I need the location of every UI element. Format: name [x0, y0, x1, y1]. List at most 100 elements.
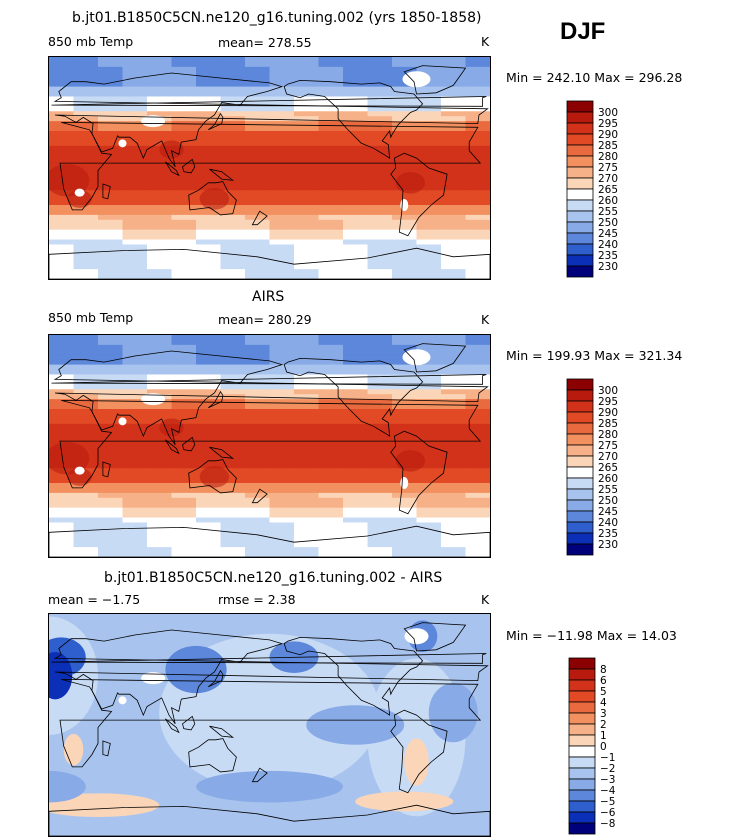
map-cell	[269, 478, 295, 484]
map-cell	[392, 537, 417, 543]
map-cell	[49, 234, 74, 241]
map-cell	[441, 190, 466, 196]
map-cell	[367, 404, 393, 410]
map-cell	[367, 339, 393, 346]
map-cell	[294, 354, 319, 361]
map-cell	[147, 76, 172, 83]
map-cell	[196, 170, 221, 176]
map-cell	[171, 195, 197, 201]
map-cell	[367, 443, 393, 449]
map-cell	[416, 428, 442, 435]
map-cell	[196, 502, 221, 509]
map-cell	[441, 339, 466, 346]
map-cell	[49, 399, 74, 405]
map-cell	[245, 522, 270, 528]
map-cell	[220, 374, 246, 380]
map-cell	[98, 364, 123, 371]
map-cell	[245, 111, 270, 117]
map-cell	[196, 140, 221, 147]
map-cell	[367, 497, 393, 504]
map-cell	[318, 190, 344, 196]
map-cell	[343, 384, 368, 390]
map-cell	[122, 190, 148, 196]
map-cell	[49, 512, 74, 519]
map-cell	[73, 369, 99, 375]
map-cell	[367, 150, 393, 157]
map-missing-patch	[402, 349, 431, 366]
map-cell	[392, 96, 417, 102]
map-cell	[318, 384, 344, 390]
map-missing-patch	[400, 199, 409, 211]
map-cell	[245, 244, 270, 250]
map-cell	[171, 413, 197, 420]
map-cell	[367, 195, 393, 201]
map-cell	[220, 527, 246, 533]
map-cell	[171, 369, 197, 375]
map-cell	[98, 200, 123, 206]
map-cell	[147, 239, 172, 245]
map-cell	[416, 527, 442, 533]
colorbar-tick-label: 250	[598, 217, 618, 229]
colorbar-tick-label: 275	[598, 440, 618, 452]
map-cell	[220, 458, 246, 464]
map-cell	[367, 61, 393, 68]
map-cell	[73, 492, 99, 499]
map-cell	[122, 57, 148, 63]
colorbar-tick-label: 250	[598, 495, 618, 507]
map-cell	[73, 384, 99, 390]
colorbar-swatch	[566, 144, 594, 157]
map-cell	[367, 542, 393, 548]
map-cell	[294, 478, 319, 484]
map-cell	[392, 413, 417, 420]
map-cell	[416, 170, 442, 176]
map-cell	[49, 269, 74, 275]
map-cell	[269, 487, 295, 494]
map-cell	[49, 527, 74, 533]
map-cell	[196, 547, 221, 553]
map-cell	[465, 369, 490, 375]
map-cell	[196, 145, 221, 152]
map-cell	[220, 249, 246, 255]
map-cell	[220, 131, 246, 137]
map-cell	[318, 354, 344, 361]
map-cell	[49, 507, 74, 514]
map-cell	[416, 214, 442, 221]
map-cell	[441, 244, 466, 250]
map-anomaly-blob	[49, 651, 73, 700]
map-cell	[392, 487, 417, 494]
map-cell	[318, 502, 344, 509]
map-cell	[196, 389, 221, 395]
map-cell	[392, 497, 417, 504]
map-cell	[98, 209, 123, 216]
map-cell	[122, 517, 148, 523]
map-cell	[147, 224, 172, 231]
map-cell	[343, 517, 368, 523]
map-cell	[147, 170, 172, 176]
map-cell	[343, 229, 368, 236]
map-cell	[367, 394, 393, 400]
map-cell	[294, 418, 319, 425]
colorbar-tick-label: 300	[598, 107, 618, 119]
map-cell	[269, 468, 295, 474]
map-cell	[294, 121, 319, 127]
map-cell	[441, 468, 466, 474]
map-anomaly-blob	[49, 770, 86, 803]
map-cell	[245, 170, 270, 176]
map-cell	[171, 214, 197, 221]
colorbar-tick-label: 240	[598, 517, 618, 529]
map-cell	[465, 448, 490, 454]
map-cell	[122, 404, 148, 410]
map-cell	[392, 473, 417, 479]
map-cell	[367, 413, 393, 420]
map-cell	[245, 354, 270, 361]
map-cell	[294, 190, 319, 196]
map-cell	[318, 150, 344, 157]
map-cell	[465, 339, 490, 346]
map-cell	[245, 155, 270, 162]
map-cell	[196, 185, 221, 191]
map-cell	[318, 448, 344, 454]
map-cell	[245, 473, 270, 479]
map-cell	[343, 389, 368, 395]
map-cell	[416, 448, 442, 454]
map-cell	[294, 254, 319, 260]
